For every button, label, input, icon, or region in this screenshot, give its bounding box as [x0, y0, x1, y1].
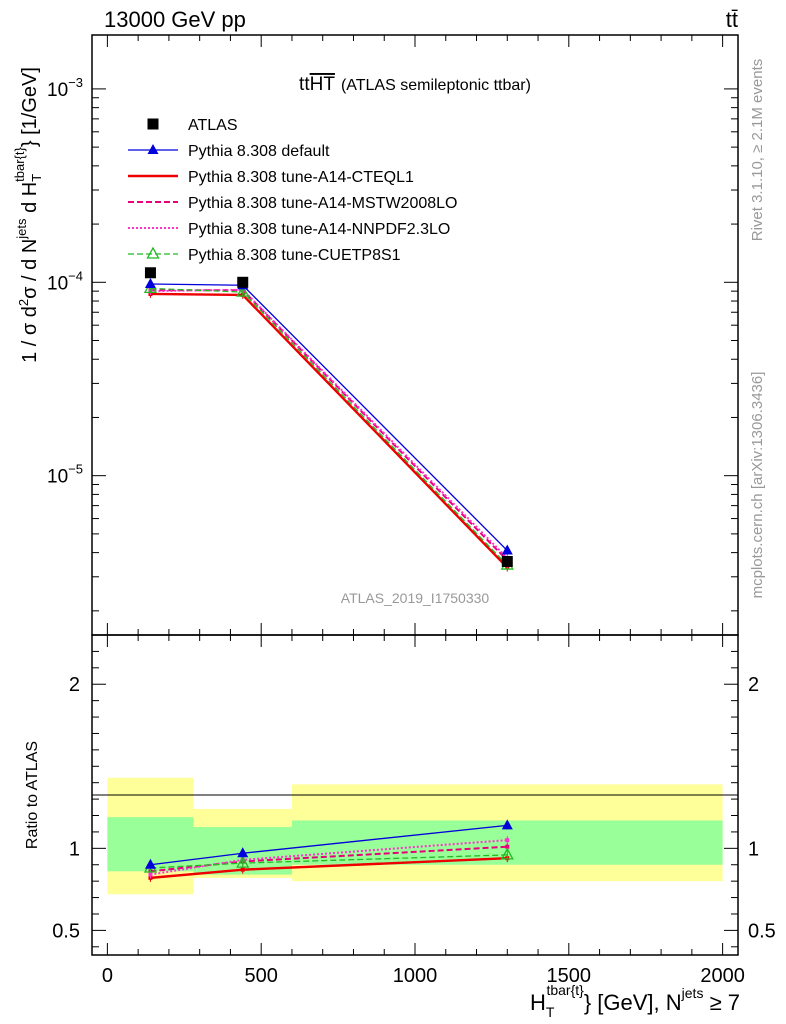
process-label: tt̄ [726, 7, 738, 32]
legend-label-mstw: Pythia 8.308 tune-A14-MSTW2008LO [188, 195, 457, 212]
ratio-cteql1-point-1 [240, 867, 245, 872]
ratio-plot-series [143, 819, 514, 882]
main-atlas-point-0 [144, 267, 156, 279]
x-tick-label-3: 1500 [547, 965, 592, 987]
main-y-tick-label-2: 10−5 [47, 462, 83, 488]
main-default-point-0 [144, 277, 156, 288]
main-y-tick-label-1: 10−4 [47, 268, 83, 294]
ratio-default-point-1 [237, 847, 249, 858]
title-sub: (ATLAS semileptonic ttbar) [341, 77, 531, 94]
legend: ATLAS Pythia 8.308 default Pythia 8.308 tu… [128, 117, 457, 264]
x-tick-label-4: 2000 [700, 965, 745, 987]
analysis-id: ATLAS_2019_I1750330 [341, 590, 490, 606]
legend-label-atlas: ATLAS [188, 117, 238, 134]
x-axis-label: HTtbar{t}} [GeV], Njets ≥ 7 [530, 982, 740, 1020]
legend-cuetp-point-0 [146, 246, 160, 259]
ratio-y-tick-label-right-2: 2 [748, 674, 759, 696]
main-y-tick-label-0: 10−3 [47, 75, 83, 101]
ratio-y-tick-label-right-0: 0.5 [748, 920, 776, 942]
main-y-axis-label: 1 / σ d2σ / d Njets d HTtbar{t}} [1/GeV] [12, 67, 44, 363]
title-main: tt [299, 74, 310, 95]
main-cuetp-point-1 [236, 284, 250, 297]
ratio-nnpdf-point-0 [148, 872, 153, 877]
legend-label-cuetp: Pythia 8.308 tune-CUETP8S1 [188, 247, 401, 264]
ratio-y-tick-label-left-0: 0.5 [52, 920, 80, 942]
ratio-default-point-2 [501, 819, 513, 830]
x-tick-label-0: 0 [102, 965, 113, 987]
plot-title: ttHT (ATLAS semileptonic ttbar) [299, 74, 531, 95]
ratio-cuetp-point-2 [500, 847, 514, 860]
ratio-default-point-0 [144, 858, 156, 869]
ratio-y-axis-label: Ratio to ATLAS [24, 741, 41, 849]
title-overline: HT [310, 74, 336, 95]
legend-atlas-point-0 [147, 118, 159, 130]
rivet-note: Rivet 3.1.10, ≥ 2.1M events [749, 59, 766, 242]
ratio-y-tick-label-left-2: 2 [69, 674, 80, 696]
main-cteql1-line [150, 292, 509, 569]
ratio-y-tick-label-left-1: 1 [69, 838, 80, 860]
main-mstw-line [150, 289, 509, 562]
main-cuetp-line [150, 287, 508, 566]
ratio-cuetp-point-1 [236, 855, 250, 868]
legend-default-point-0 [147, 144, 159, 154]
main-nnpdf-line [150, 288, 508, 559]
main-atlas-point-2 [501, 555, 513, 567]
ratio-y-tick-label-right-1: 1 [748, 838, 759, 860]
energy-label: 13000 GeV pp [104, 7, 246, 32]
mcplots-note: mcplots.cern.ch [arXiv:1306.3436] [749, 372, 766, 599]
axes-ticks: 0 500 1000 1500 2000 10−3 10−4 10−5 0.5 0.5 1 1 2 2 [47, 35, 776, 987]
main-default-point-2 [501, 544, 513, 555]
main-atlas-point-1 [237, 276, 249, 288]
ratio-nnpdf-point-2 [505, 838, 510, 843]
legend-label-default: Pythia 8.308 default [188, 143, 330, 160]
main-plot-series [143, 267, 514, 572]
x-tick-label-1: 500 [245, 965, 278, 987]
legend-label-cteql1: Pythia 8.308 tune-A14-CTEQL1 [188, 169, 414, 186]
x-tick-label-2: 1000 [393, 965, 438, 987]
ratio-mstw-point-2 [505, 844, 510, 849]
legend-label-nnpdf: Pythia 8.308 tune-A14-NNPDF2.3LO [188, 221, 450, 238]
